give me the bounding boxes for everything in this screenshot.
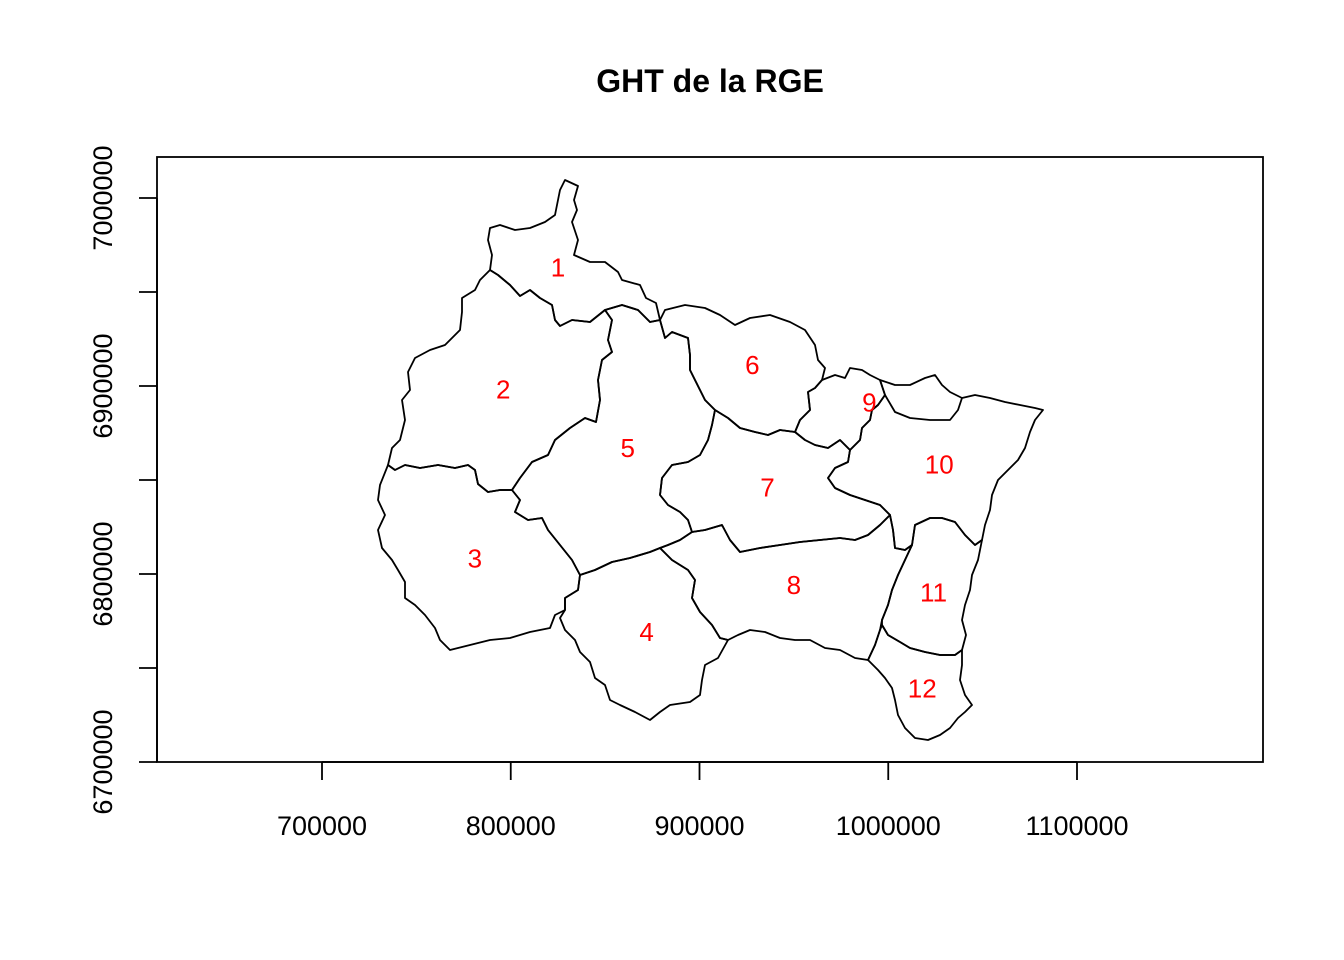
map-regions: [377, 179, 1044, 741]
region-1: [487, 179, 661, 327]
region-label-3: 3: [468, 544, 482, 574]
plot-frame: [156, 156, 1264, 763]
x-axis: 700000 800000 900000 1000000 1100000: [277, 761, 1129, 841]
region-label-1: 1: [551, 252, 565, 282]
region-label-7: 7: [760, 472, 774, 502]
region-label-6: 6: [745, 350, 759, 380]
x-tick-label: 700000: [277, 811, 367, 841]
region-7: [659, 409, 891, 553]
region-5: [511, 304, 716, 576]
y-tick-label: 6700000: [88, 709, 118, 814]
plot-title: GHT de la RGE: [596, 63, 824, 99]
region-label-10: 10: [925, 450, 954, 480]
region-label-4: 4: [639, 617, 653, 647]
region-label-11: 11: [920, 578, 947, 608]
region-12: [867, 624, 973, 741]
y-tick-label: 6800000: [88, 521, 118, 626]
x-tick-label: 900000: [654, 811, 744, 841]
x-tick-label: 1100000: [1025, 811, 1128, 841]
region-label-8: 8: [787, 570, 801, 600]
y-tick-label: 7000000: [88, 145, 118, 250]
x-tick-label: 800000: [466, 811, 556, 841]
region-6: [659, 304, 826, 436]
y-tick-label: 6900000: [88, 333, 118, 438]
region-label-9: 9: [862, 388, 876, 418]
region-label-12: 12: [908, 673, 937, 703]
region-label-5: 5: [621, 433, 635, 463]
region-label-2: 2: [496, 375, 510, 405]
x-tick-label: 1000000: [836, 811, 941, 841]
y-axis: 6700000 6800000 6900000 7000000: [88, 145, 158, 815]
